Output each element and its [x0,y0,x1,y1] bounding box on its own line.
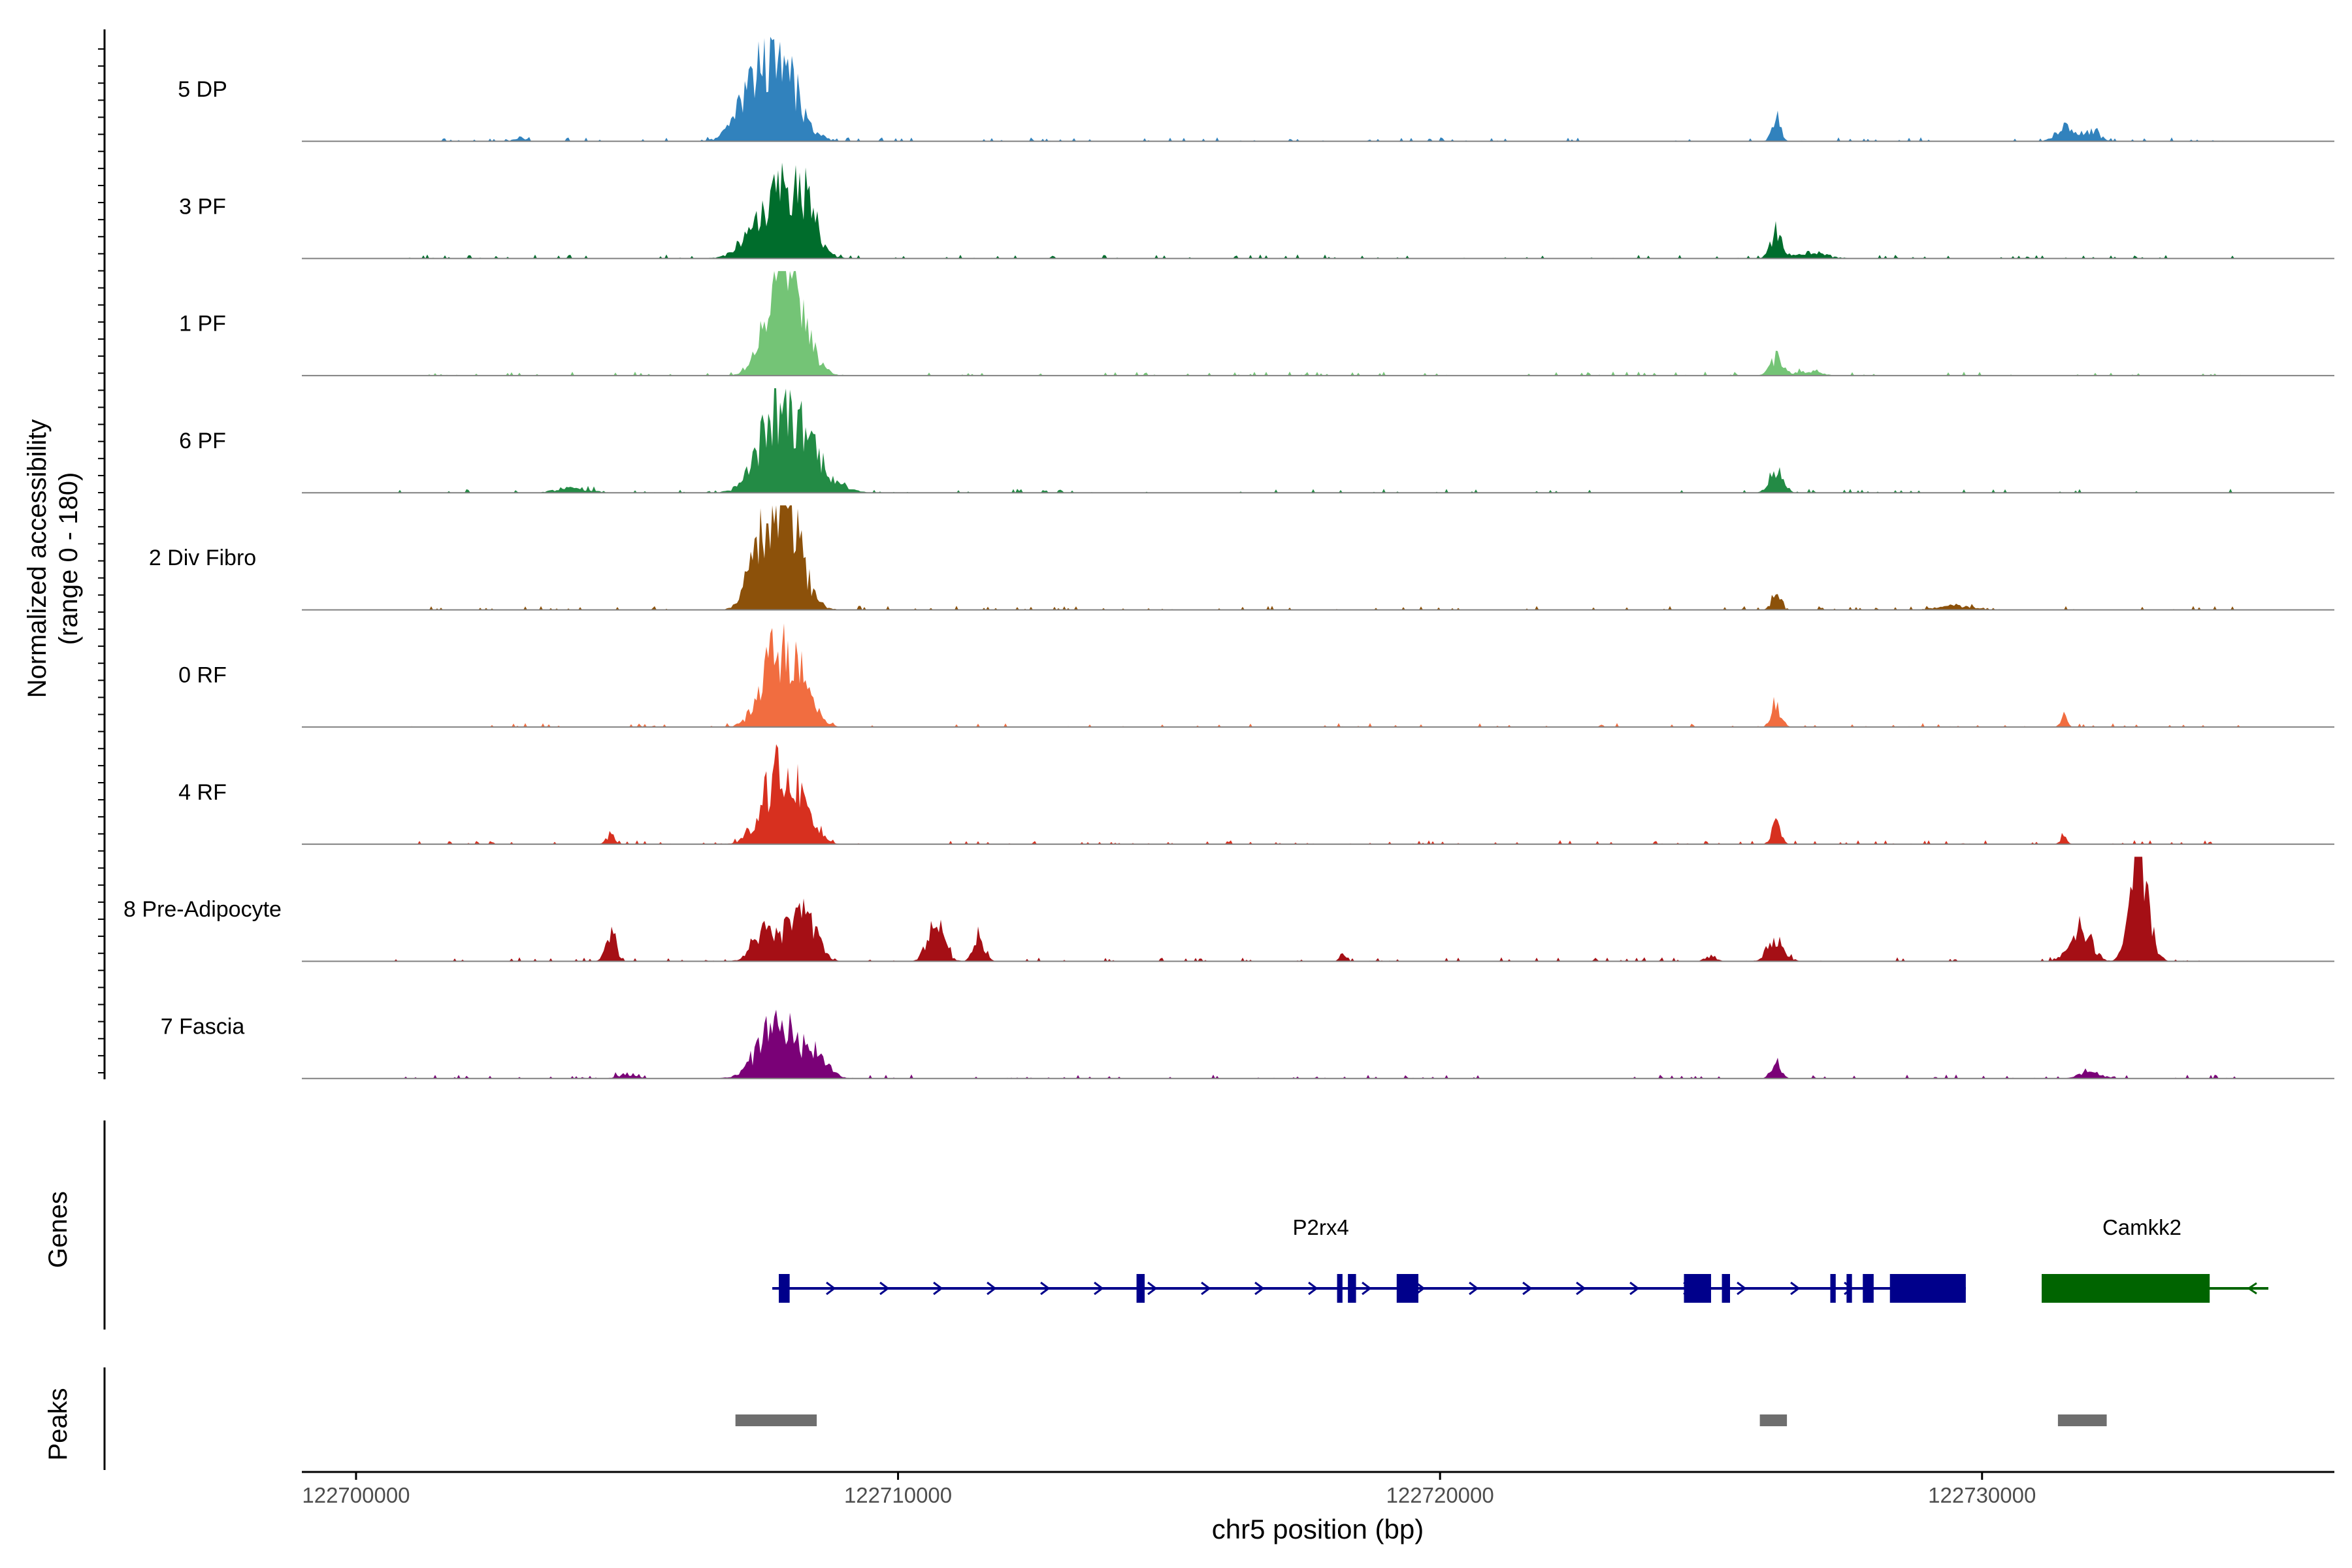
coverage-area-4-rf [394,744,2242,845]
x-axis-label: chr5 position (bp) [1212,1514,1424,1544]
gene-p2rx4-label: P2rx4 [1293,1215,1349,1239]
gene-p2rx4-exon [1337,1274,1343,1303]
peak-region [1759,1414,1788,1426]
gene-p2rx4-strand-arrow [1629,1281,1640,1296]
coverage-area-8-pre-adipocyte [394,857,2242,962]
gene-p2rx4-exon [1889,1274,1966,1303]
gene-p2rx4-strand-arrow [1040,1281,1051,1296]
gene-p2rx4-exon [779,1274,790,1303]
gene-p2rx4-strand-arrow [987,1281,997,1296]
gene-p2rx4-strand-arrow [1522,1281,1533,1296]
gene-p2rx4-strand-arrow [1362,1281,1372,1296]
peak-region [735,1414,817,1426]
peaks-track-label: Peaks [44,1388,73,1460]
x-tick-label: 122700000 [302,1483,410,1507]
x-tick-label: 122710000 [844,1483,952,1507]
peak-region [2057,1414,2107,1426]
gene-p2rx4-exon [1722,1274,1730,1303]
peak-track [735,1414,2107,1426]
gene-p2rx4-strand-arrow [1254,1281,1265,1296]
gene-p2rx4-strand-arrow [1094,1281,1104,1296]
track-label: 8 Pre-Adipocyte [123,897,282,922]
genes-track-label: Genes [44,1191,73,1268]
y-axis-label-line1: Normalized accessibility [23,419,52,698]
x-tick-label: 122720000 [1386,1483,1494,1507]
track-label: 6 PF [179,429,226,453]
track-label: 1 PF [179,312,226,336]
gene-p2rx4-strand-arrow [1576,1281,1586,1296]
track-label: 4 RF [178,780,227,805]
gene-p2rx4-strand-arrow [1201,1281,1211,1296]
gene-p2rx4-exon [1136,1274,1145,1303]
track-label: 2 Div Fibro [149,546,256,570]
track-label: 0 RF [178,663,227,688]
gene-p2rx4-strand-arrow [933,1281,943,1296]
gene-p2rx4-strand-arrow [826,1281,836,1296]
track-label: 7 Fascia [161,1014,245,1039]
y-axis-label-line2: (range 0 - 180) [54,472,83,645]
gene-p2rx4-strand-arrow [1308,1281,1318,1296]
track-label: 5 DP [178,77,227,102]
gene-camkk2-strand-arrow [2247,1282,2257,1295]
coverage-area-6-pf [394,388,2242,493]
gene-p2rx4-strand-arrow [1415,1281,1426,1296]
gene-p2rx4-exon [1863,1274,1874,1303]
coverage-area-0-rf [394,623,2242,727]
gene-p2rx4-exon [1830,1274,1836,1303]
x-tick-label: 122730000 [1928,1483,2036,1507]
coverage-area-7-fascia [394,1009,2242,1079]
gene-p2rx4-strand-arrow [1737,1281,1747,1296]
track-label: 3 PF [179,194,226,219]
gene-p2rx4-strand-arrow [1790,1281,1801,1296]
gene-p2rx4-exon [1846,1274,1852,1303]
coverage-tracks: 5 DP 3 PF 1 PF 6 PF 2 Div Fibro 0 RF 4 RF 8 Pre… [123,37,2334,1079]
gene-p2rx4-strand-arrow [1469,1281,1479,1296]
gene-p2rx4-strand-arrow [1147,1281,1158,1296]
coverage-area-2-div-fibro [394,505,2242,610]
gene-camkk2-exon [2042,1274,2210,1303]
gene-p2rx4-exon [1684,1274,1711,1303]
coverage-area-5-dp [394,37,2242,142]
gene-p2rx4-exon [1396,1274,1418,1303]
gene-camkk2-label: Camkk2 [2102,1215,2181,1239]
gene-track: P2rx4 Camkk2 [772,1215,2268,1303]
gene-p2rx4-exon [1348,1274,1356,1303]
gene-p2rx4-strand-arrow [879,1281,890,1296]
coverage-area-1-pf [394,270,2242,376]
axes: 122700000 122710000 122720000 122730000 [98,29,2334,1507]
coverage-area-3-pf [394,162,2242,259]
